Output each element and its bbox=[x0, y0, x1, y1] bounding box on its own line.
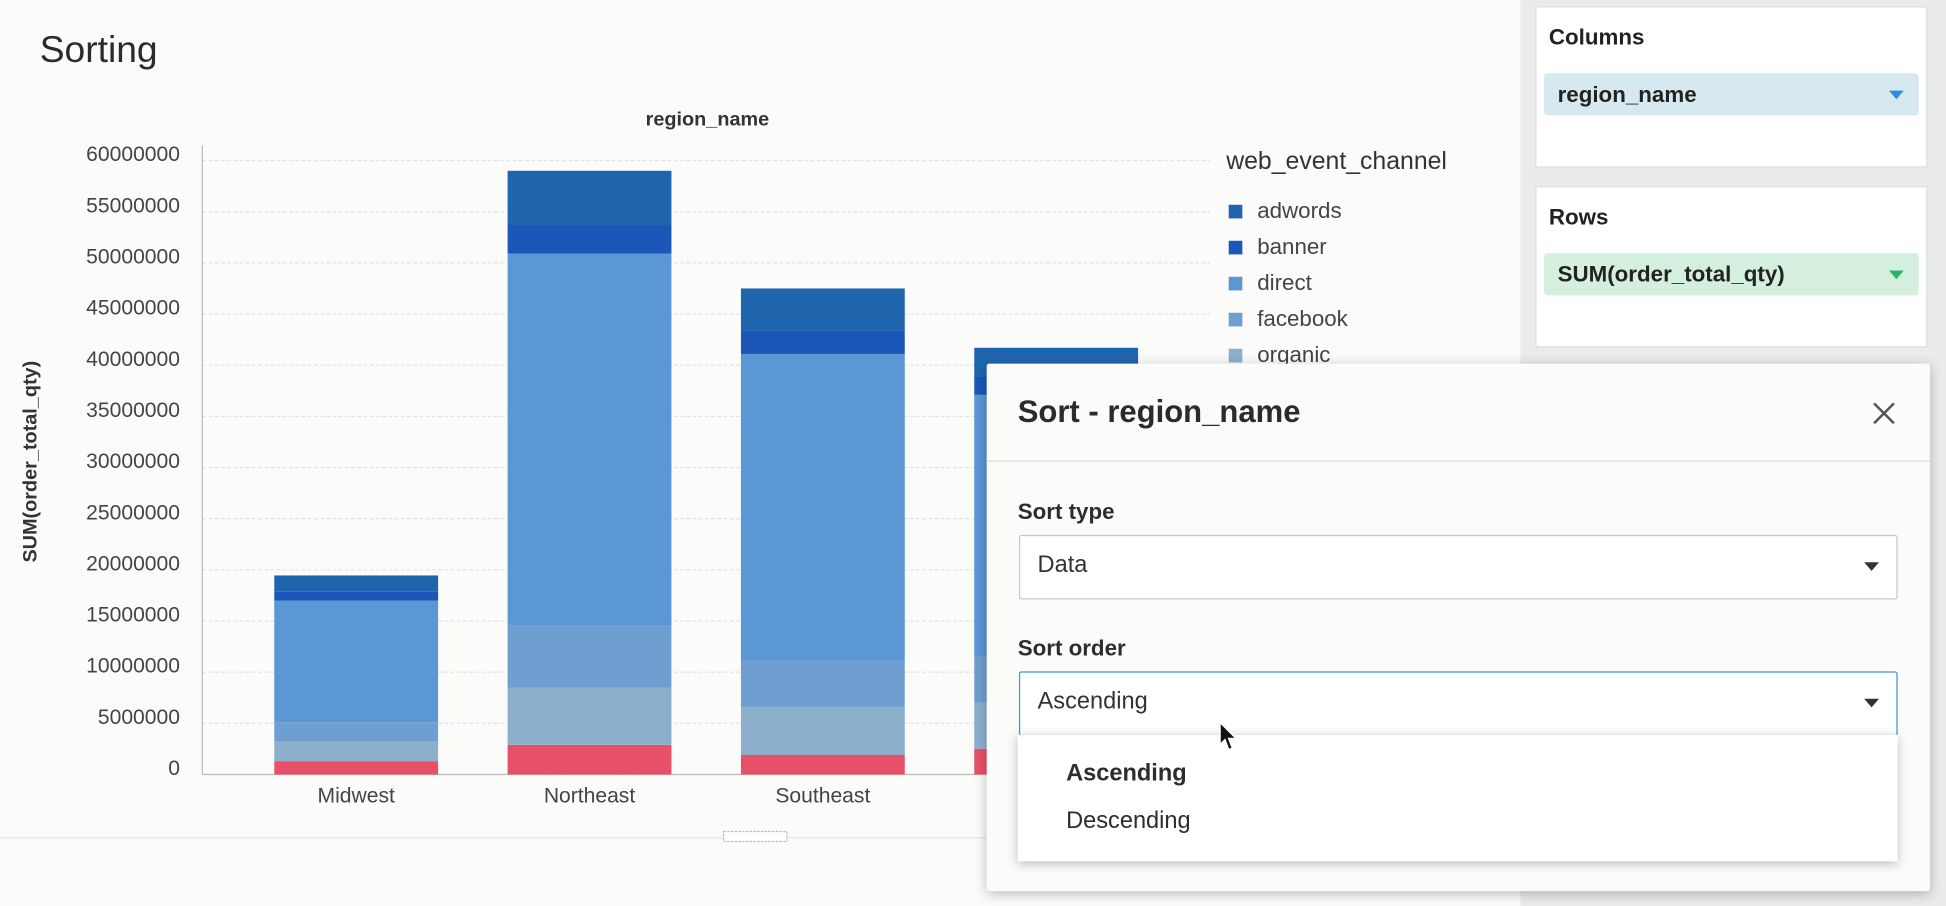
legend-swatch bbox=[1228, 312, 1243, 327]
caret bbox=[1888, 90, 1904, 100]
legend-swatch bbox=[1228, 240, 1243, 255]
y-tick-label: 35000000 bbox=[86, 399, 180, 422]
bar-segment bbox=[274, 761, 439, 775]
bar-segment bbox=[507, 253, 672, 626]
legend-swatch bbox=[1228, 276, 1243, 291]
panel-title: Rows bbox=[1548, 204, 1609, 230]
y-tick-label: 15000000 bbox=[86, 604, 180, 627]
sort-type-select[interactable]: Data bbox=[1018, 534, 1898, 600]
caret bbox=[1864, 562, 1880, 571]
pill-label: SUM(order_total_qty) bbox=[1557, 261, 1785, 287]
sort-order-select[interactable]: Ascending bbox=[1018, 671, 1898, 736]
bar-segment bbox=[507, 687, 672, 745]
column-pill[interactable]: region_name bbox=[1543, 73, 1919, 116]
bar-segment bbox=[507, 225, 672, 254]
bar-segment bbox=[740, 660, 905, 707]
bar-segment bbox=[740, 288, 905, 331]
y-axis-label: SUM(order_total_qty) bbox=[19, 361, 41, 563]
legend-label: direct bbox=[1257, 270, 1312, 295]
x-tick-label: Northeast bbox=[544, 784, 636, 807]
bar-segment bbox=[740, 330, 905, 354]
bar-segment bbox=[274, 600, 439, 723]
bar-segment bbox=[274, 575, 439, 592]
select-value: Ascending bbox=[1037, 688, 1148, 715]
y-tick-label: 5000000 bbox=[98, 706, 180, 729]
legend-label: facebook bbox=[1257, 306, 1348, 331]
dropdown-menu: Ascending Descending bbox=[1017, 734, 1898, 862]
resize-handle[interactable] bbox=[722, 830, 788, 843]
legend-swatch bbox=[1228, 204, 1243, 219]
legend-swatch bbox=[1228, 348, 1243, 363]
row-pill[interactable]: SUM(order_total_qty) bbox=[1543, 253, 1919, 296]
bar-segment bbox=[740, 755, 905, 775]
y-tick-label: 25000000 bbox=[86, 501, 180, 524]
y-tick-label: 40000000 bbox=[86, 348, 180, 371]
page-title: Sorting bbox=[40, 28, 158, 70]
dialog-title: Sort - region_name bbox=[1017, 394, 1301, 430]
caret bbox=[1864, 698, 1880, 708]
bar-segment bbox=[274, 741, 439, 762]
rows-panel: Rows SUM(order_total_qty) bbox=[1535, 186, 1928, 348]
bar-segment bbox=[740, 353, 905, 661]
columns-panel: Columns region_name bbox=[1535, 6, 1928, 168]
y-tick-label: 60000000 bbox=[86, 143, 180, 166]
menu-option[interactable]: Descending bbox=[1066, 807, 1191, 835]
close-button[interactable] bbox=[1872, 401, 1897, 426]
chart-title: region_name bbox=[646, 109, 770, 131]
field-label: Sort type bbox=[1017, 498, 1115, 524]
menu-option[interactable]: Ascending bbox=[1066, 760, 1187, 787]
divider bbox=[986, 460, 1930, 462]
bar-segment bbox=[274, 722, 439, 742]
mouse-cursor bbox=[1219, 720, 1238, 751]
bar-segment bbox=[507, 744, 672, 775]
y-tick-label: 20000000 bbox=[86, 552, 180, 575]
legend-label: organic bbox=[1257, 342, 1330, 367]
y-tick-label: 55000000 bbox=[86, 194, 180, 217]
field-label: Sort order bbox=[1017, 635, 1126, 661]
bar-segment bbox=[274, 591, 439, 601]
y-tick-label: 45000000 bbox=[86, 297, 180, 320]
bar-segment bbox=[507, 625, 672, 688]
legend-label: banner bbox=[1257, 234, 1327, 259]
select-value: Data bbox=[1037, 552, 1088, 579]
y-tick-label: 50000000 bbox=[86, 245, 180, 268]
caret bbox=[1888, 270, 1904, 280]
bar-segment bbox=[740, 706, 905, 756]
legend-label: adwords bbox=[1257, 198, 1341, 223]
legend-title: web_event_channel bbox=[1225, 148, 1447, 175]
pill-label: region_name bbox=[1557, 81, 1697, 107]
bar-segment bbox=[507, 170, 672, 226]
panel-title: Columns bbox=[1548, 24, 1645, 50]
y-tick-label: 0 bbox=[168, 757, 180, 780]
sort-dialog: Sort - region_name Sort type Data Sort o… bbox=[986, 363, 1930, 892]
x-tick-label: Southeast bbox=[775, 784, 870, 807]
x-tick-label: Midwest bbox=[318, 784, 395, 807]
y-tick-label: 10000000 bbox=[86, 655, 180, 678]
y-tick-label: 30000000 bbox=[86, 450, 180, 473]
